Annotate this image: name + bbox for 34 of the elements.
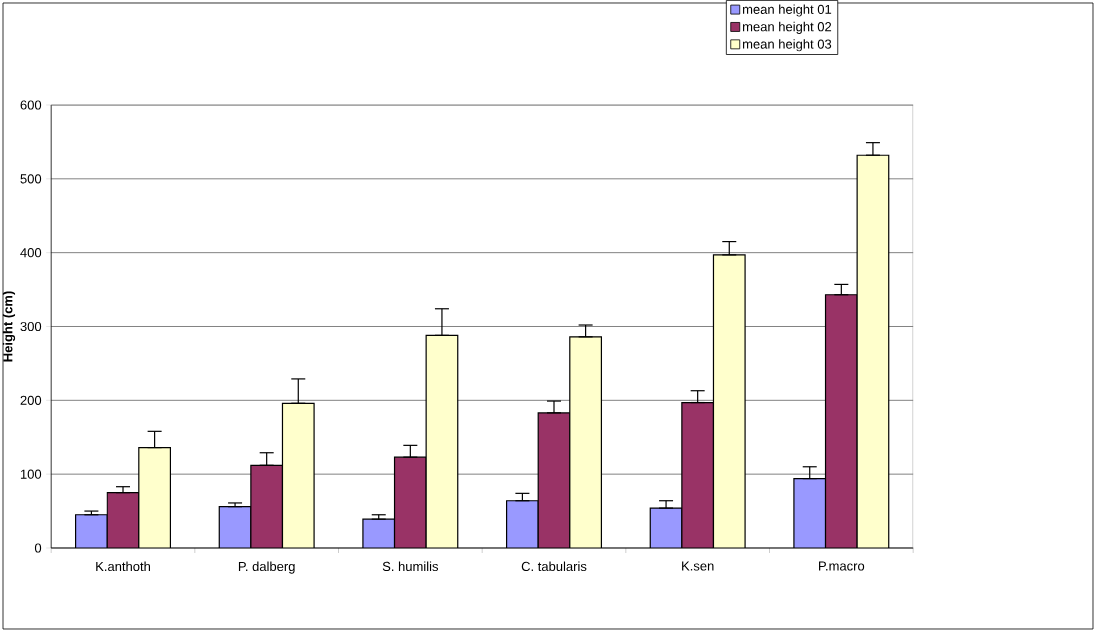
- bar: [713, 254, 746, 548]
- y-axis-title: Height (cm): [2, 291, 16, 362]
- x-tick-label: S. humilis: [382, 561, 439, 572]
- bar: [219, 506, 251, 548]
- y-tick-label: 0: [34, 543, 42, 553]
- x-tick-label: P. dalberg: [238, 561, 295, 574]
- bar: [681, 402, 714, 548]
- bar: [107, 492, 139, 548]
- bar: [394, 457, 427, 548]
- bar: [250, 465, 283, 548]
- bar: [75, 514, 108, 548]
- x-tick-label: C. tabularis: [521, 561, 587, 572]
- legend-label: mean height 02: [743, 21, 832, 34]
- bar: [506, 500, 539, 548]
- legend-label: mean height 03: [743, 39, 832, 52]
- y-tick-label: 600: [20, 100, 42, 110]
- x-tick-label: K.sen: [682, 561, 714, 571]
- bar: [793, 477, 827, 548]
- bar: [538, 412, 570, 548]
- bar: [650, 508, 682, 548]
- legend-label: mean height 01: [743, 4, 832, 17]
- y-tick-label: 500: [20, 174, 42, 184]
- y-tick-label: 200: [20, 395, 42, 405]
- bar: [824, 294, 858, 548]
- x-tick-label: P.macro: [819, 561, 865, 571]
- bar: [138, 447, 171, 548]
- bar: [856, 154, 890, 548]
- y-tick-label: 300: [20, 321, 42, 332]
- bar: [282, 403, 315, 548]
- y-tick-label: 400: [20, 248, 42, 258]
- x-tick-label: K.anthoth: [96, 561, 150, 572]
- bar: [569, 336, 602, 548]
- y-tick-label: 100: [20, 469, 42, 479]
- bar: [426, 335, 458, 548]
